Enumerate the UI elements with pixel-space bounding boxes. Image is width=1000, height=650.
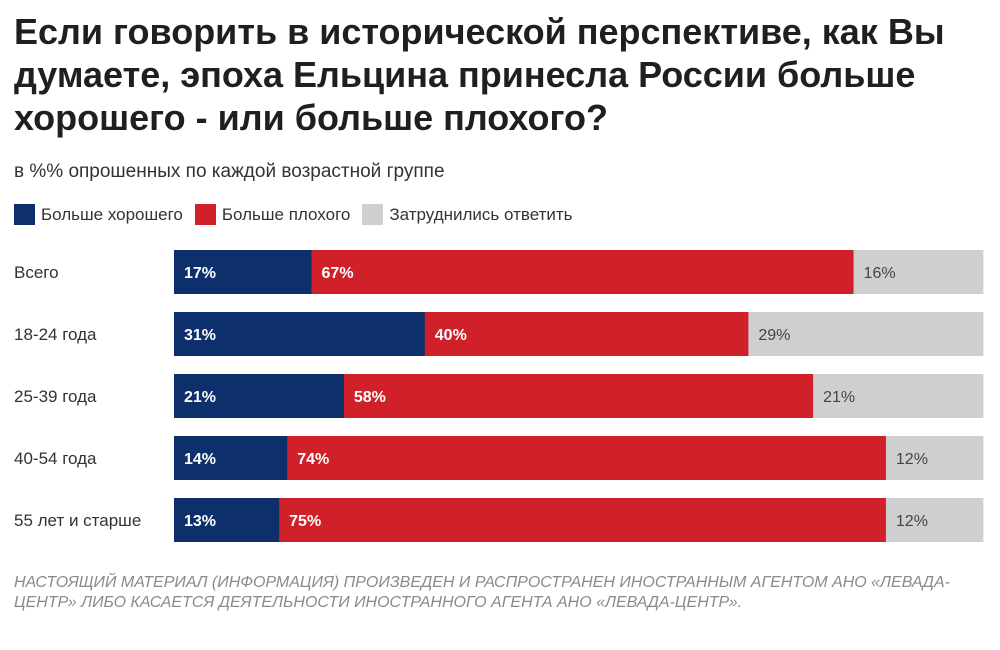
data-label: 74% [297,451,329,468]
data-label: 67% [322,265,354,282]
category-label: 25-39 года [14,387,97,406]
category-label: 55 лет и старше [14,511,141,530]
bar-segment [813,374,984,418]
legend-swatch-good [14,204,35,225]
data-label: 29% [758,327,790,344]
data-label: 16% [864,265,896,282]
data-label: 12% [896,451,928,468]
data-label: 31% [184,327,216,344]
data-label: 13% [184,513,216,530]
category-label: 40-54 года [14,449,97,468]
bar-segment [424,312,749,356]
foreign-agent-disclaimer: НАСТОЯЩИЙ МАТЕРИАЛ (ИНФОРМАЦИЯ) ПРОИЗВЕД… [14,574,950,611]
bar-segment [853,250,984,294]
data-label: 21% [184,389,216,406]
legend: Больше хорошего Больше плохого Затруднил… [14,204,585,225]
data-label: 75% [289,513,321,530]
bar-row: 40-54 года 14% 74% 12% [14,436,984,480]
data-label: 17% [184,265,216,282]
bar-row: Всего 17% 67% 16% [14,250,984,294]
legend-swatch-unsure [362,204,384,225]
bar-segment [343,374,814,418]
chart-title: Если говорить в исторической перспективе… [14,11,945,138]
legend-item-unsure: Затруднились ответить [362,204,573,225]
legend-item-bad: Больше плохого [194,204,351,225]
bar-segment [174,498,280,542]
legend-label-unsure: Затруднились ответить [389,204,573,224]
bar-segment [174,250,312,294]
legend-item-good: Больше хорошего [14,204,183,225]
bar-segment [885,436,984,480]
bar-segment [174,374,345,418]
bar-row: 25-39 года 21% 58% 21% [14,374,984,418]
bar-segment [174,436,288,480]
bar-segment [287,436,887,480]
data-label: 21% [823,389,855,406]
legend-label-bad: Больше плохого [221,204,351,224]
data-label: 14% [184,451,216,468]
category-label: 18-24 года [14,325,97,344]
bar-segment [748,312,984,356]
data-label: 58% [354,389,386,406]
data-label: 12% [896,513,928,530]
chart-subtitle: в %% опрошенных по каждой возрастной гру… [14,161,445,182]
category-label: Всего [14,263,59,282]
bar-row: 18-24 года 31% 40% 29% [14,312,984,356]
bar-row: 55 лет и старше 13% 75% 12% [14,498,984,542]
bar-chart: Всего 17% 67% 16% 18-24 года 31% 40% 29% 25-39 г… [14,250,984,542]
bar-segment [311,250,854,294]
bar-segment [279,498,887,542]
bar-segment [885,498,984,542]
bar-segment [174,312,426,356]
legend-swatch-bad [194,204,216,225]
legend-label-good: Больше хорошего [41,204,183,224]
data-label: 40% [435,327,467,344]
